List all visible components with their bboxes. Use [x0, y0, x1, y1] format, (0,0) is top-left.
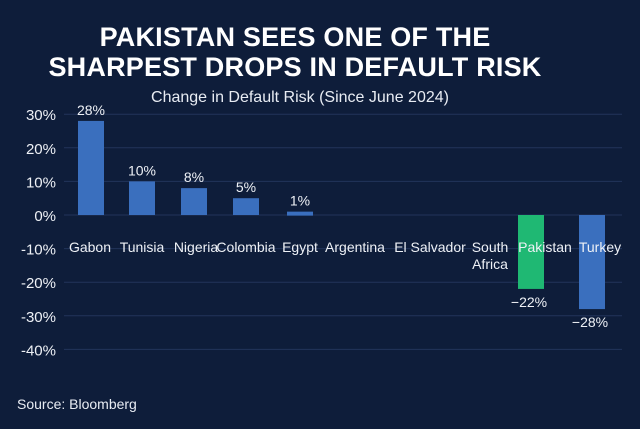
bar-colombia [233, 198, 259, 215]
data-label: 28% [77, 102, 105, 118]
y-tick-label: -30% [21, 309, 56, 326]
data-label: 10% [128, 162, 156, 178]
y-tick-label: 30% [26, 107, 56, 124]
x-tick-label: Colombia [216, 239, 275, 255]
x-tick-label: Tunisia [120, 239, 165, 255]
x-tick-label: Argentina [325, 239, 385, 255]
x-tick-label: Egypt [282, 239, 318, 255]
data-label: −22% [511, 294, 547, 310]
chart-subtitle: Change in Default Risk (Since June 2024) [151, 89, 449, 106]
y-tick-label: 0% [34, 208, 56, 225]
y-tick-label: 10% [26, 174, 56, 191]
x-tick-label: Africa [472, 256, 508, 272]
bar-egypt [287, 211, 313, 216]
title-line-1: PAKISTAN SEES ONE OF THE [99, 22, 491, 52]
data-label: 8% [184, 169, 204, 185]
y-tick-label: -20% [21, 275, 56, 292]
data-label: 5% [236, 179, 256, 195]
y-tick-label: -40% [21, 342, 56, 359]
data-label: −28% [572, 314, 608, 330]
chart-title: PAKISTAN SEES ONE OF THE SHARPEST DROPS … [0, 22, 590, 82]
x-tick-label: Gabon [69, 239, 111, 255]
y-tick-label: 20% [26, 141, 56, 158]
bar-tunisia [129, 181, 155, 215]
x-tick-label: El Salvador [394, 239, 466, 255]
data-label: 1% [290, 193, 310, 209]
source-note: Source: Bloomberg [17, 396, 137, 412]
bar-pakistan [518, 215, 544, 289]
x-tick-label: South [472, 239, 509, 255]
x-tick-label: Pakistan [518, 239, 572, 255]
x-tick-label: Nigeria [174, 239, 219, 255]
y-tick-label: -10% [21, 242, 56, 259]
x-tick-label: Turkey [579, 239, 621, 255]
bar-nigeria [181, 188, 207, 215]
title-line-2: SHARPEST DROPS IN DEFAULT RISK [48, 52, 542, 82]
bar-gabon [78, 120, 104, 215]
bar-turkey [579, 215, 605, 310]
